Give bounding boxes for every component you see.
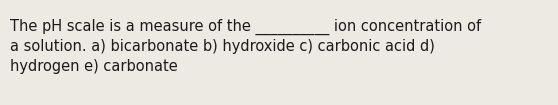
Text: The pH scale is a measure of the __________ ion concentration of
a solution. a) : The pH scale is a measure of the _______…	[10, 19, 481, 74]
